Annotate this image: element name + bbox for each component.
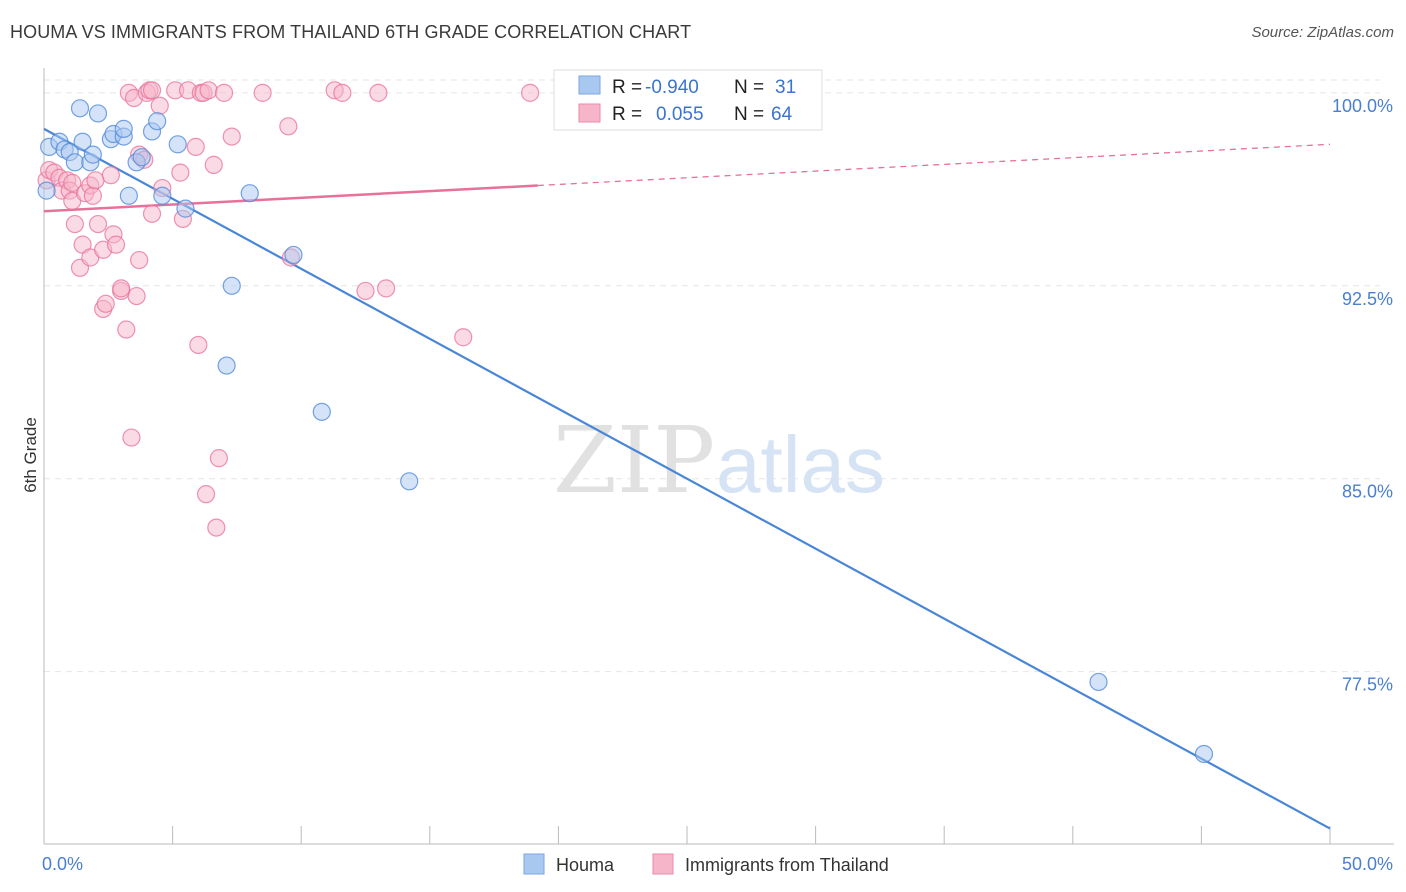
y-tick-label: 100.0% bbox=[1332, 96, 1393, 116]
point-thailand bbox=[333, 83, 352, 102]
point-thailand bbox=[65, 214, 84, 234]
point-houma bbox=[1194, 744, 1214, 764]
point-houma bbox=[168, 135, 187, 154]
point-houma bbox=[222, 276, 241, 295]
bottom-legend-label-thailand: Immigrants from Thailand bbox=[685, 855, 889, 875]
point-thailand bbox=[142, 81, 162, 100]
point-thailand bbox=[83, 186, 102, 205]
point-thailand bbox=[150, 96, 169, 115]
legend-r-label-2: R = bbox=[612, 104, 642, 125]
watermark-atlas: atlas bbox=[716, 420, 885, 509]
legend-n-value-2: 64 bbox=[771, 104, 793, 125]
series-legend: Houma Immigrants from Thailand bbox=[523, 853, 889, 875]
point-thailand bbox=[196, 485, 216, 504]
point-thailand bbox=[127, 286, 146, 306]
point-thailand bbox=[106, 235, 126, 254]
point-thailand bbox=[96, 294, 115, 313]
y-axis-label: 6th Grade bbox=[21, 417, 40, 493]
point-thailand bbox=[171, 163, 190, 182]
x-tick-label: 50.0% bbox=[1342, 854, 1393, 874]
point-houma bbox=[88, 104, 108, 123]
point-thailand bbox=[222, 127, 241, 146]
point-houma bbox=[65, 153, 84, 172]
y-tick-label: 77.5% bbox=[1342, 675, 1393, 695]
bottom-legend-swatch-houma bbox=[523, 853, 545, 875]
source-label: Source: ZipAtlas.com bbox=[1251, 24, 1394, 41]
trend-line-1 bbox=[43, 184, 538, 213]
point-thailand bbox=[63, 173, 82, 193]
watermark-zip: ZIP bbox=[553, 407, 715, 514]
point-houma bbox=[153, 186, 172, 205]
point-houma bbox=[1089, 672, 1108, 692]
point-thailand bbox=[207, 518, 226, 537]
tick-labels: 100.0% 92.5% 85.0% 77.5% 0.0% 50.0% bbox=[42, 96, 1393, 874]
legend-swatch-houma bbox=[578, 75, 601, 95]
y-tick-label: 92.5% bbox=[1342, 289, 1393, 309]
point-thailand bbox=[204, 155, 223, 174]
grid-lines bbox=[44, 79, 1380, 673]
point-houma bbox=[114, 119, 133, 138]
point-houma bbox=[148, 112, 167, 131]
point-houma bbox=[400, 472, 419, 491]
point-thailand bbox=[112, 279, 131, 298]
point-houma bbox=[217, 356, 236, 375]
correlation-legend: R = -0.940 N = 31 R = 0.055 N = 64 bbox=[553, 69, 823, 131]
data-points bbox=[37, 81, 1214, 764]
point-houma bbox=[73, 132, 92, 151]
legend-r-value-2: 0.055 bbox=[656, 104, 704, 125]
point-houma bbox=[132, 148, 151, 167]
point-thailand bbox=[186, 137, 205, 156]
point-thailand bbox=[454, 328, 473, 347]
watermark: ZIP atlas bbox=[553, 407, 885, 514]
point-thailand bbox=[117, 320, 136, 339]
bottom-legend-swatch-thailand bbox=[652, 853, 674, 875]
point-thailand bbox=[122, 428, 141, 447]
point-thailand bbox=[209, 449, 228, 468]
bottom-legend-label-houma: Houma bbox=[556, 855, 615, 875]
point-thailand bbox=[214, 83, 234, 102]
point-houma bbox=[312, 402, 331, 421]
point-thailand bbox=[521, 83, 540, 102]
point-houma bbox=[176, 199, 195, 218]
legend-n-label-1: N = bbox=[734, 77, 764, 98]
point-thailand bbox=[253, 83, 272, 102]
point-thailand bbox=[199, 81, 218, 100]
trend-line-extension-1 bbox=[537, 143, 1331, 187]
point-houma bbox=[70, 99, 90, 118]
point-thailand bbox=[189, 335, 208, 355]
point-houma bbox=[284, 245, 303, 265]
legend-n-label-2: N = bbox=[734, 104, 764, 125]
x-tick-label: 0.0% bbox=[42, 854, 83, 874]
point-houma bbox=[37, 181, 56, 200]
legend-n-value-1: 31 bbox=[775, 77, 796, 98]
legend-r-value-1: -0.940 bbox=[645, 77, 699, 98]
point-houma bbox=[83, 145, 102, 164]
y-tick-label: 85.0% bbox=[1342, 482, 1393, 502]
point-thailand bbox=[376, 279, 396, 298]
legend-r-label-1: R = bbox=[612, 77, 642, 98]
point-houma bbox=[119, 186, 138, 205]
point-thailand bbox=[86, 171, 105, 190]
point-thailand bbox=[142, 204, 162, 223]
point-thailand bbox=[356, 281, 375, 301]
trend-lines bbox=[43, 127, 1331, 830]
point-houma bbox=[240, 184, 259, 203]
chart-title: HOUMA VS IMMIGRANTS FROM THAILAND 6TH GR… bbox=[10, 22, 692, 42]
trend-line-0 bbox=[43, 127, 1331, 830]
point-thailand bbox=[101, 166, 120, 185]
point-thailand bbox=[369, 83, 388, 102]
point-thailand bbox=[88, 214, 108, 234]
legend-swatch-thailand bbox=[578, 103, 601, 123]
point-thailand bbox=[279, 117, 298, 136]
point-thailand bbox=[130, 250, 149, 270]
